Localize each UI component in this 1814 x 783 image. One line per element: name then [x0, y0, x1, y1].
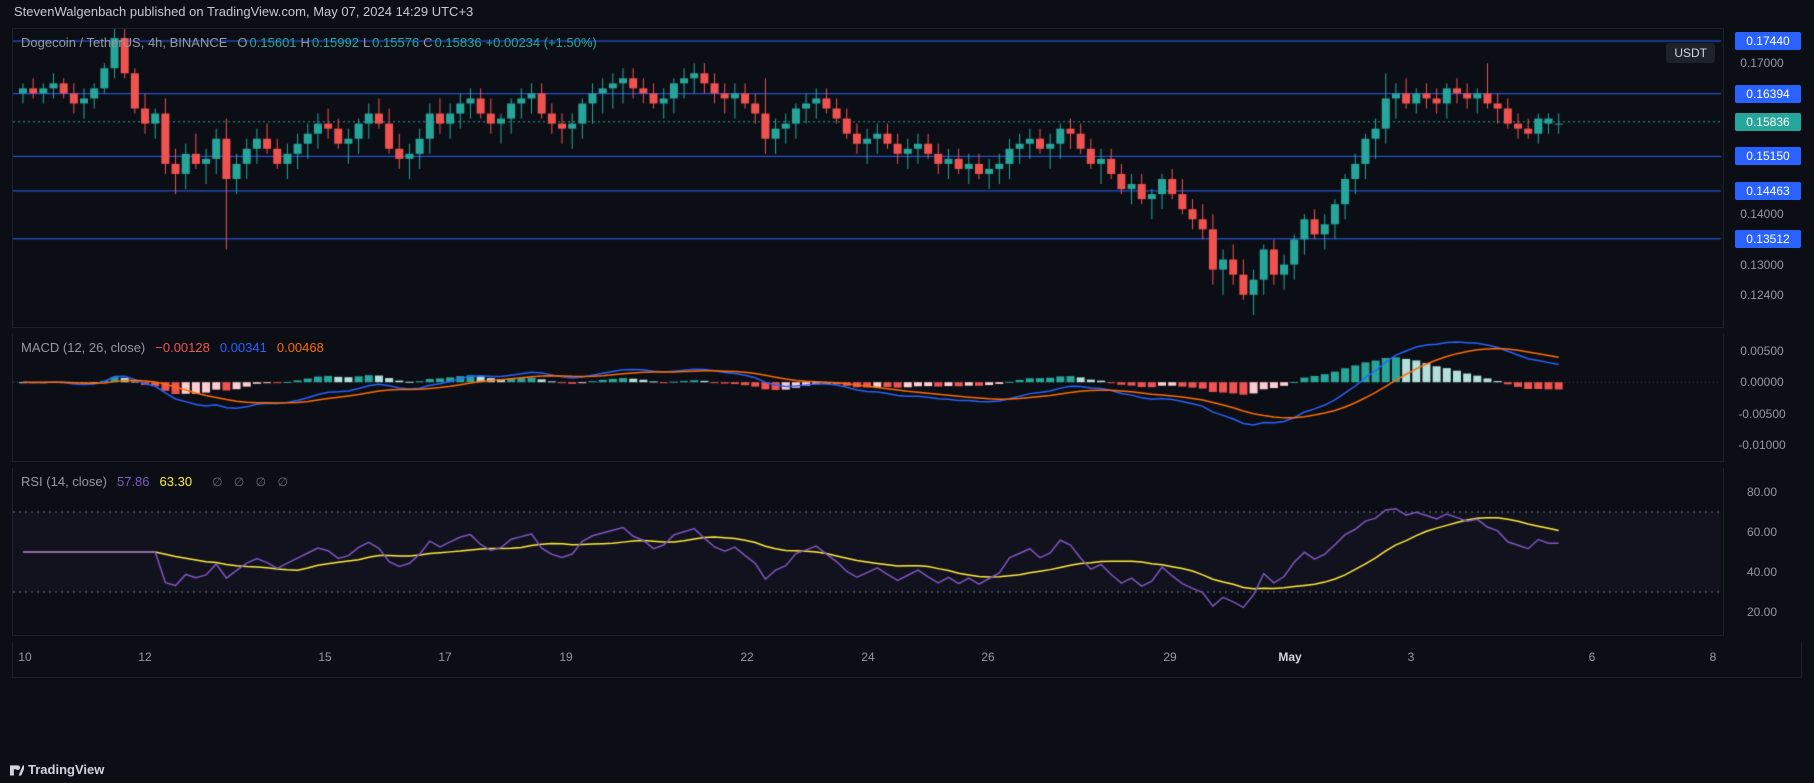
ohlc-values: O0.15601H0.15992L0.15576C0.15836+0.00234… [237, 35, 598, 50]
rsi-values: 57.8663.30 [117, 474, 202, 489]
macd-values: −0.001280.003410.00468 [155, 340, 334, 355]
rsi-yaxis[interactable]: 80.0060.0040.0020.00 [1723, 468, 1801, 635]
rsi-canvas[interactable] [13, 468, 1721, 636]
tradingview-logo-icon [10, 763, 24, 777]
attribution: TradingView [10, 762, 104, 777]
macd-yaxis[interactable]: 0.005000.00000-0.00500-0.01000 [1723, 334, 1801, 461]
rsi-pane[interactable]: RSI (14, close) 57.8663.30 ∅ ∅ ∅ ∅ 80.00… [12, 468, 1724, 636]
macd-label: MACD (12, 26, close) [21, 340, 145, 355]
publish-header: StevenWalgenbach published on TradingVie… [14, 4, 473, 19]
rsi-null-indicators: ∅ ∅ ∅ ∅ [212, 475, 292, 489]
price-pane[interactable]: Dogecoin / TetherUS, 4h, BINANCE O0.1560… [12, 28, 1724, 328]
attribution-text: TradingView [28, 762, 104, 777]
price-legend: Dogecoin / TetherUS, 4h, BINANCE O0.1560… [21, 35, 599, 50]
xaxis-labels: 101215171922242629May3681012 [13, 642, 1801, 677]
currency-badge: USDT [1666, 43, 1715, 63]
price-yaxis[interactable]: 0.170000.140000.130000.124000.174400.163… [1723, 29, 1801, 327]
macd-legend: MACD (12, 26, close) −0.001280.003410.00… [21, 340, 334, 355]
time-axis[interactable]: 101215171922242629May3681012 [12, 642, 1802, 678]
macd-pane[interactable]: MACD (12, 26, close) −0.001280.003410.00… [12, 334, 1724, 462]
symbol-label: Dogecoin / TetherUS, 4h, BINANCE [21, 35, 227, 50]
rsi-legend: RSI (14, close) 57.8663.30 ∅ ∅ ∅ ∅ [21, 474, 292, 489]
rsi-label: RSI (14, close) [21, 474, 107, 489]
price-canvas[interactable] [13, 29, 1721, 329]
